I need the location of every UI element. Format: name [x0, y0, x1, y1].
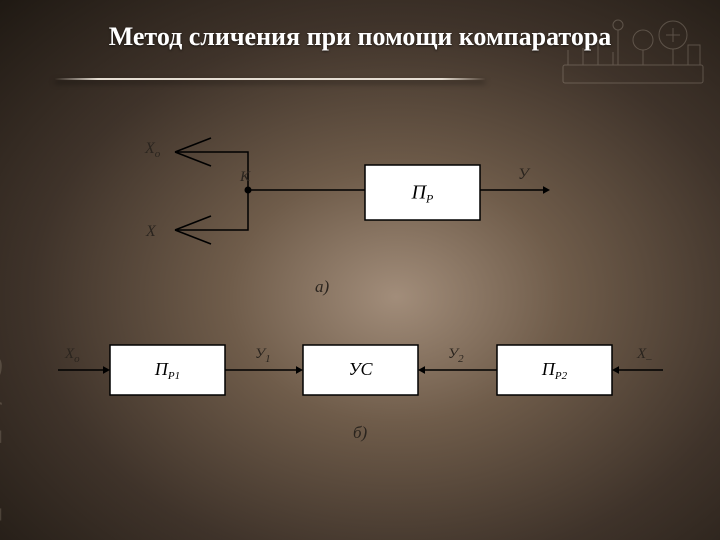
svg-text:К: К — [239, 169, 251, 185]
svg-text:У: У — [518, 166, 531, 183]
svg-text:X–: X– — [636, 346, 652, 365]
svg-text:Xо: Xо — [144, 140, 161, 160]
svg-text:а): а) — [315, 277, 330, 296]
decorative-machine — [558, 10, 708, 90]
slide: Метод сличения при помощи компаратора P … — [0, 0, 720, 540]
svg-text:X: X — [145, 223, 157, 240]
title-divider — [55, 78, 485, 80]
svg-text:У1: У1 — [255, 346, 271, 365]
diagram-a: XоXКПРУа) — [120, 130, 580, 300]
diagram-b: XоПР1У1УСУ2ПР2X–б) — [55, 320, 665, 470]
svg-text:б): б) — [353, 423, 368, 442]
svg-text:У2: У2 — [448, 346, 464, 365]
svg-text:УС: УС — [348, 359, 373, 379]
formula-watermark: P = F / S — [0, 351, 12, 522]
svg-text:Xо: Xо — [64, 346, 80, 365]
